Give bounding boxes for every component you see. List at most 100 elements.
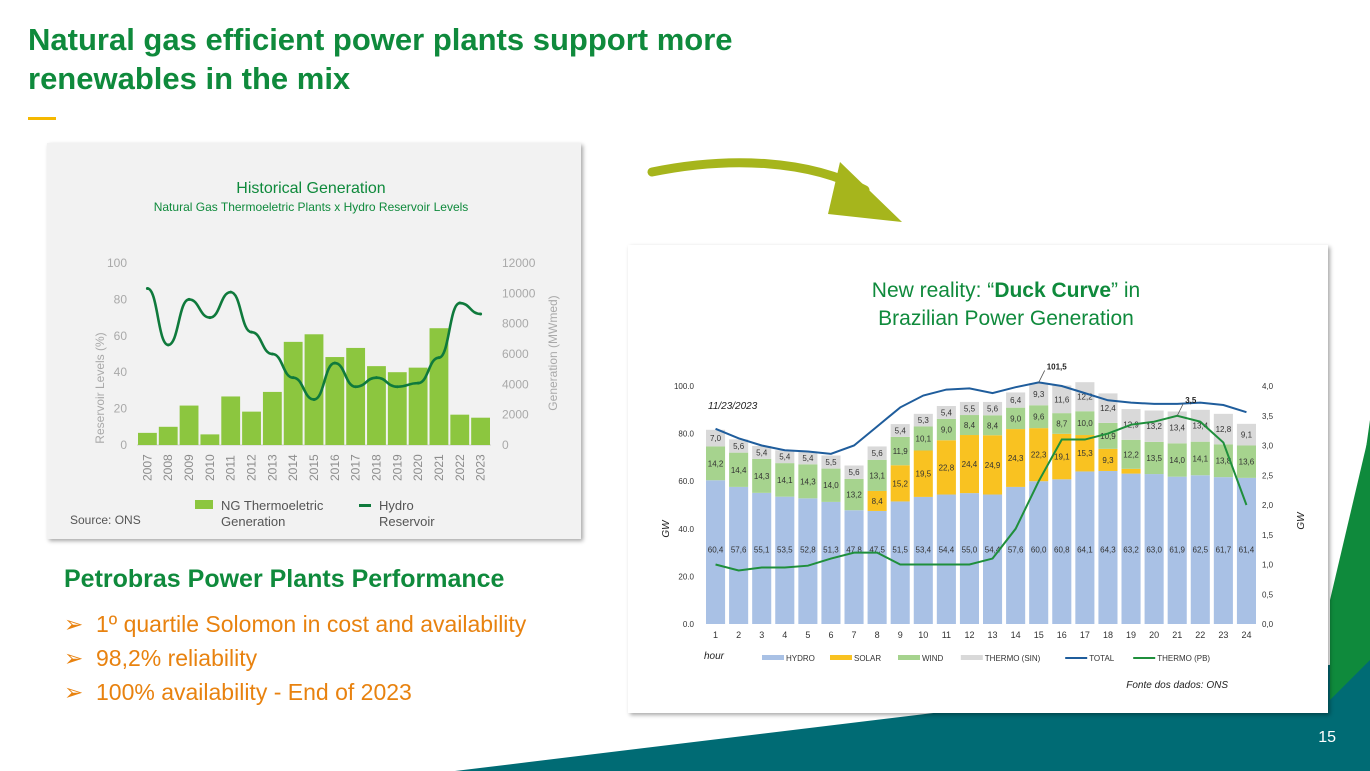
chart1-xtick: 2021 <box>432 454 446 481</box>
chart2-bar <box>775 450 795 464</box>
chart2-data-label: 14,1 <box>777 476 793 485</box>
chart2-bar <box>844 465 864 479</box>
chart2-data-label: 6,4 <box>1010 396 1022 405</box>
chart2-data-label: 60,0 <box>1031 546 1047 555</box>
chart2-legend-label: WIND <box>922 654 944 663</box>
chart2-data-label: 7,0 <box>710 434 722 443</box>
chart1-hydro-point <box>479 312 483 316</box>
list-item: ➢ 98,2% reliability <box>64 641 526 675</box>
chart2-bar <box>936 418 956 441</box>
chart2-bar <box>1121 473 1141 624</box>
chart2-bar <box>821 501 841 624</box>
chart2-bar <box>1167 411 1187 444</box>
chart1-y2tick: 0 <box>502 438 509 452</box>
chart2-ylabel: GW <box>661 519 672 538</box>
chart1-hydro-point <box>145 286 149 290</box>
chart1-hydro-point <box>208 316 212 320</box>
chart2-bar <box>1029 428 1049 482</box>
chart2-annotation: 3,5 <box>1185 396 1197 405</box>
chart2-data-label: 24,4 <box>962 460 978 469</box>
chart2-data-label: 5,6 <box>848 468 860 477</box>
chart1-xtick: 2008 <box>161 454 175 481</box>
chart2-bar <box>729 439 749 453</box>
chart2-data-label: 13,6 <box>1239 458 1255 467</box>
chart2-xtick: 21 <box>1172 630 1182 640</box>
title-underline <box>28 117 56 120</box>
chart2-bar <box>706 480 726 624</box>
chart2-bar <box>798 498 818 624</box>
chart2-y2tick: 2,5 <box>1262 471 1274 480</box>
chart2-bar <box>983 415 1003 436</box>
chart2-data-label: 52,8 <box>800 546 816 555</box>
chart1-y2tick: 8000 <box>502 317 529 331</box>
chart2-data-label: 14,1 <box>1193 454 1209 463</box>
chart2-data-label: 9,0 <box>941 426 953 435</box>
chart2-bar <box>1236 477 1256 624</box>
chart2-bar <box>959 401 979 416</box>
chart2-ytick: 80.0 <box>678 430 694 439</box>
performance-list: ➢ 1º quartile Solomon in cost and availab… <box>64 607 526 709</box>
chart2-data-label: 14,3 <box>754 472 770 481</box>
chart1-bar <box>450 414 470 445</box>
chart2-bar <box>1144 441 1164 475</box>
chart2-data-label: 22,8 <box>939 463 955 472</box>
chart2-bar <box>913 450 933 497</box>
chart1-xtick: 2012 <box>245 454 259 481</box>
chart2-bar <box>1052 413 1072 434</box>
chart2-bar <box>890 424 910 437</box>
chart2-xtick: 12 <box>964 630 974 640</box>
slide-title: Natural gas efficient power plants suppo… <box>28 22 733 96</box>
chart2-data-label: 14,2 <box>708 459 724 468</box>
chart1-hydro-point <box>333 361 337 365</box>
chart1-legend-bar-swatch <box>195 500 213 509</box>
chart2-bar <box>729 452 749 487</box>
chart2-bar <box>1029 383 1049 406</box>
bullet-text: 98,2% reliability <box>96 645 258 671</box>
chart1-hydro-point <box>312 398 316 401</box>
curved-arrow-icon <box>647 158 902 222</box>
chart2-data-label: 61,4 <box>1239 546 1255 555</box>
chart2-data-label: 12,8 <box>1216 425 1232 434</box>
chart2-bar <box>798 464 818 499</box>
chart2-ytick: 40.0 <box>678 525 694 534</box>
chart2-bar <box>1190 475 1210 624</box>
chart2-data-label: 5,3 <box>918 416 930 425</box>
chart1-ytick: 0 <box>120 438 127 452</box>
chart1-ytick: 20 <box>114 402 128 416</box>
chart2-xtick: 9 <box>898 630 903 640</box>
chart1-ytick: 40 <box>114 365 128 379</box>
chart1-hydro-point <box>187 297 191 301</box>
chart2-bar <box>706 429 726 447</box>
chart1-hydro-point <box>437 356 441 360</box>
chart1-bar <box>200 434 220 445</box>
chart2-data-label: 13,2 <box>846 491 862 500</box>
chart2-bar <box>913 426 933 451</box>
chart2-bar <box>821 468 841 502</box>
chart2-bar <box>1167 476 1187 624</box>
chart2-bar <box>1029 405 1049 429</box>
chart2-data-label: 9,3 <box>1102 456 1114 465</box>
chart2-data-label: 55,1 <box>754 546 770 555</box>
chart2-data-label: 9,1 <box>1241 431 1253 440</box>
duck-curve-card: New reality: “Duck Curve” in Brazilian P… <box>628 245 1328 713</box>
chart2-legend-label: THERMO (SIN) <box>985 654 1041 663</box>
duck-curve-chart: New reality: “Duck Curve” in Brazilian P… <box>661 279 1307 691</box>
chart2-data-label: 13,4 <box>1169 423 1185 432</box>
chart2-data-label: 12,2 <box>1077 393 1093 402</box>
chart2-data-label: 5,5 <box>964 404 976 413</box>
chart1-xtick: 2016 <box>328 454 342 481</box>
chart2-xtick: 23 <box>1218 630 1228 640</box>
chart1-bar <box>346 347 366 445</box>
chart2-data-label: 64,1 <box>1077 546 1093 555</box>
chart2-ytick: 60.0 <box>678 477 694 486</box>
chart1-bar <box>429 328 449 445</box>
bullet-text: 1º quartile Solomon in cost and availabi… <box>96 611 527 637</box>
chart2-xtick: 5 <box>805 630 810 640</box>
chart2-data-label: 53,4 <box>916 546 932 555</box>
performance-title: Petrobras Power Plants Performance <box>64 565 505 593</box>
chart2-legend-swatch <box>1133 657 1156 659</box>
chart2-data-label: 53,5 <box>777 546 793 555</box>
chart2-legend-swatch <box>762 655 784 660</box>
chart1-xtick: 2009 <box>182 454 196 481</box>
page-number: 15 <box>1318 729 1336 746</box>
